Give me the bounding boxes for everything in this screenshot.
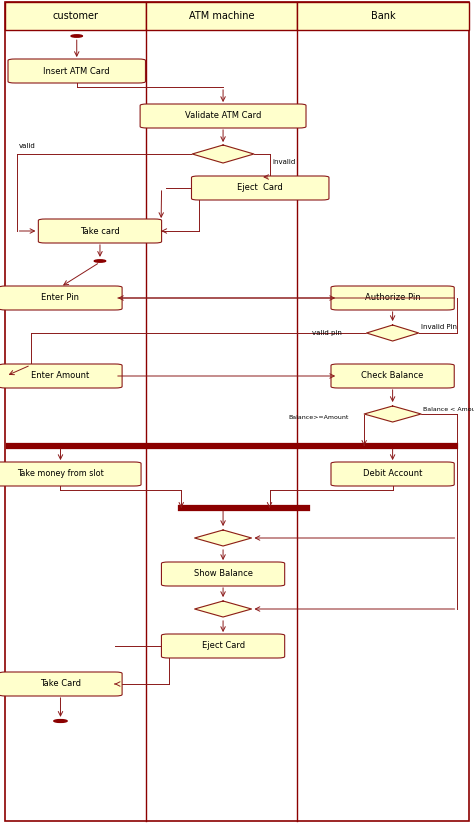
Text: valid: valid [19, 143, 36, 149]
Text: Validate ATM Card: Validate ATM Card [185, 112, 261, 121]
Circle shape [71, 35, 82, 37]
Polygon shape [195, 530, 252, 546]
Polygon shape [195, 601, 252, 617]
Text: Show Balance: Show Balance [193, 569, 253, 578]
Text: Eject  Card: Eject Card [237, 183, 283, 192]
Text: Insert ATM Card: Insert ATM Card [44, 67, 110, 75]
FancyBboxPatch shape [331, 462, 454, 486]
FancyBboxPatch shape [191, 176, 329, 200]
Text: valid pin: valid pin [312, 330, 342, 336]
FancyBboxPatch shape [162, 634, 285, 658]
Text: Take Card: Take Card [40, 680, 81, 689]
Text: invalid: invalid [273, 159, 296, 165]
FancyBboxPatch shape [162, 562, 285, 586]
Text: Balance>=Amount: Balance>=Amount [288, 415, 349, 420]
Text: Check Balance: Check Balance [362, 372, 424, 381]
Text: Balance < Amount: Balance < Amount [423, 407, 474, 412]
FancyBboxPatch shape [8, 59, 146, 83]
FancyBboxPatch shape [140, 104, 306, 128]
FancyBboxPatch shape [0, 672, 122, 696]
FancyBboxPatch shape [331, 364, 454, 388]
FancyBboxPatch shape [331, 286, 454, 310]
Circle shape [54, 719, 67, 723]
Text: customer: customer [53, 11, 99, 21]
Text: Debit Account: Debit Account [363, 469, 422, 478]
Text: Take money from slot: Take money from slot [17, 469, 104, 478]
FancyBboxPatch shape [0, 364, 122, 388]
Polygon shape [366, 325, 419, 341]
FancyBboxPatch shape [0, 462, 141, 486]
Bar [146, 2, 297, 30]
Circle shape [94, 260, 106, 262]
Polygon shape [192, 145, 254, 163]
Text: Enter Amount: Enter Amount [31, 372, 90, 381]
Polygon shape [364, 406, 421, 422]
Text: Take card: Take card [80, 226, 120, 235]
Text: Eject Card: Eject Card [201, 642, 245, 651]
Text: Bank: Bank [371, 11, 396, 21]
Text: Invalid Pin: Invalid Pin [421, 324, 457, 330]
Bar [297, 2, 469, 30]
FancyBboxPatch shape [0, 286, 122, 310]
Bar [5, 2, 146, 30]
Text: ATM machine: ATM machine [189, 11, 255, 21]
Text: Authorize Pin: Authorize Pin [365, 293, 420, 302]
FancyBboxPatch shape [38, 219, 162, 243]
Text: Enter Pin: Enter Pin [42, 293, 80, 302]
